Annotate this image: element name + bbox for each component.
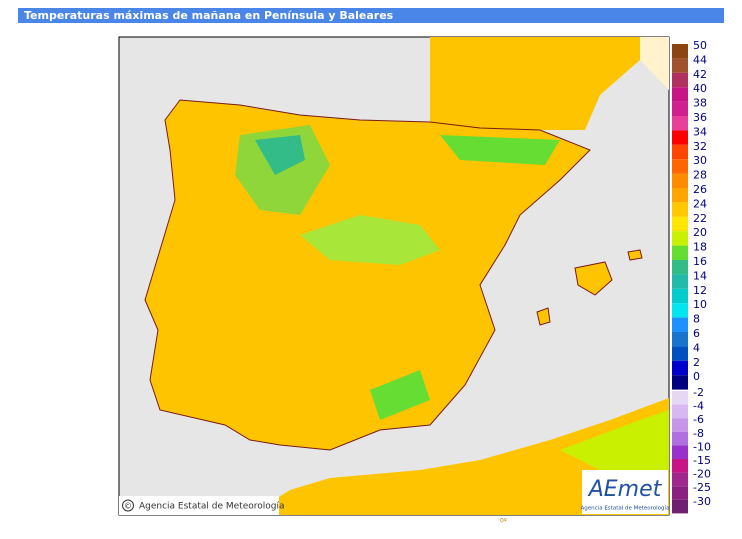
legend-swatch: [672, 101, 688, 116]
legend-label: -30: [693, 495, 711, 508]
logo-subtitle: Agencia Estatal de Meteorología: [581, 505, 670, 512]
longitude-label: 0º: [500, 518, 507, 525]
legend-label: -20: [693, 468, 711, 481]
legend-label: 18: [693, 241, 707, 254]
legend-label: 6: [693, 327, 700, 340]
legend-swatch: [672, 216, 688, 232]
legend-label: -10: [693, 440, 711, 453]
legend-swatch: [672, 188, 688, 203]
alps: [640, 37, 669, 90]
legend-swatch: [672, 288, 688, 304]
legend-label: -2: [693, 386, 704, 399]
france: [430, 37, 640, 130]
legend-swatch: [672, 116, 688, 131]
legend-swatch: [672, 173, 688, 188]
legend-swatch: [672, 346, 688, 361]
highland-south: [370, 370, 430, 420]
logo-box: [582, 470, 668, 514]
highland-cantabria: [255, 135, 305, 175]
legend-label: 44: [693, 53, 707, 66]
legend-label: 40: [693, 82, 707, 95]
legend-swatch: [672, 303, 688, 318]
credit: Agencia Estatal de Meteorología: [139, 502, 285, 512]
legend-swatch: [672, 202, 688, 217]
legend-swatch: [672, 486, 688, 500]
legend-label: -4: [693, 400, 704, 413]
logo: AEmet: [587, 477, 663, 502]
legend-label: 26: [693, 183, 707, 196]
legend-label: 50: [693, 39, 707, 52]
legend-swatch: [672, 159, 688, 174]
legend: 5044424038363432302826242220181614121086…: [672, 39, 711, 514]
title-bar: [18, 8, 724, 23]
legend-swatch: [672, 144, 688, 160]
legend-label: -8: [693, 427, 704, 440]
legend-label: 12: [693, 284, 707, 297]
legend-label: 32: [693, 140, 707, 153]
legend-label: 42: [693, 68, 707, 81]
legend-label: 38: [693, 97, 707, 110]
legend-label: 0: [693, 370, 700, 383]
legend-swatch: [672, 332, 688, 347]
legend-label: 4: [693, 341, 700, 354]
africa: [250, 398, 669, 515]
legend-swatch: [672, 58, 688, 73]
legend-swatch: [672, 274, 688, 289]
legend-swatch: [672, 317, 688, 332]
credit-symbol: ©: [124, 502, 132, 511]
atlas: [560, 410, 669, 470]
legend-label: 2: [693, 356, 700, 369]
legend-swatch: [672, 245, 688, 260]
highland-centre: [300, 215, 440, 265]
menorca: [627, 249, 643, 261]
legend-label: 34: [693, 125, 707, 138]
legend-swatch: [672, 391, 688, 405]
legend-swatch: [672, 360, 688, 376]
legend-label: 8: [693, 313, 700, 326]
legend-label: -15: [693, 454, 711, 467]
legend-swatch: [672, 499, 688, 514]
map: © Agencia Estatal de Meteorología AEmet …: [118, 36, 670, 525]
legend-label: 16: [693, 255, 707, 268]
legend-swatch: [672, 72, 688, 88]
legend-label: 14: [693, 269, 707, 282]
legend-swatch: [672, 260, 688, 275]
legend-swatch: [672, 44, 688, 59]
legend-swatch: [672, 404, 688, 419]
title: Temperaturas máximas de mañana en Peníns…: [24, 9, 394, 22]
legend-swatch: [672, 472, 688, 487]
credit-circle: [122, 499, 134, 512]
credit-box: [119, 496, 279, 515]
legend-swatch: [672, 459, 688, 473]
legend-swatch: [672, 418, 688, 432]
legend-label: -25: [693, 481, 711, 494]
mallorca: [574, 261, 613, 296]
legend-swatch: [672, 445, 688, 459]
legend-label: 36: [693, 111, 707, 124]
legend-label: 30: [693, 154, 707, 167]
ibiza: [536, 307, 551, 326]
legend-swatch: [672, 231, 688, 246]
legend-label: 24: [693, 197, 707, 210]
legend-label: 28: [693, 169, 707, 182]
highland-pyrenees: [440, 135, 560, 165]
legend-label: 22: [693, 212, 707, 225]
legend-label: 10: [693, 298, 707, 311]
legend-swatch: [672, 87, 688, 102]
legend-label: 20: [693, 226, 707, 239]
legend-label: -6: [693, 413, 704, 426]
legend-swatch: [672, 130, 688, 145]
legend-swatch: [672, 375, 688, 390]
legend-swatch: [672, 431, 688, 446]
